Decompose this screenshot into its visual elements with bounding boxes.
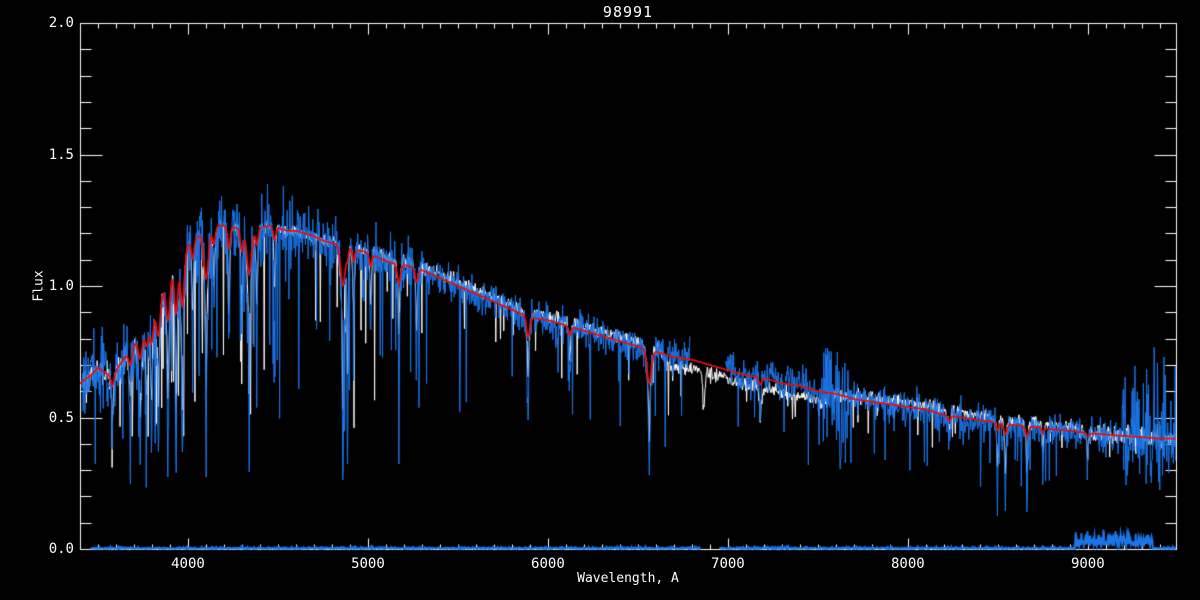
x-axis-label: Wavelength, A — [577, 571, 679, 586]
y-tick-label: 0.5 — [48, 409, 74, 426]
plot-title: 98991 — [602, 3, 654, 21]
y-tick-label: 2.0 — [48, 15, 74, 31]
x-tick-label: 5000 — [351, 556, 385, 572]
y-tick-label: 1.0 — [48, 278, 74, 294]
x-tick-label: 7000 — [711, 556, 745, 572]
y-tick-label: 1.5 — [48, 146, 74, 163]
x-tick-label: 8000 — [890, 556, 925, 572]
y-tick-label: 0.0 — [48, 541, 74, 557]
x-tick-label: 6000 — [531, 556, 565, 572]
x-tick-label: 4000 — [171, 556, 205, 572]
x-tick-label: 9000 — [1070, 556, 1105, 572]
